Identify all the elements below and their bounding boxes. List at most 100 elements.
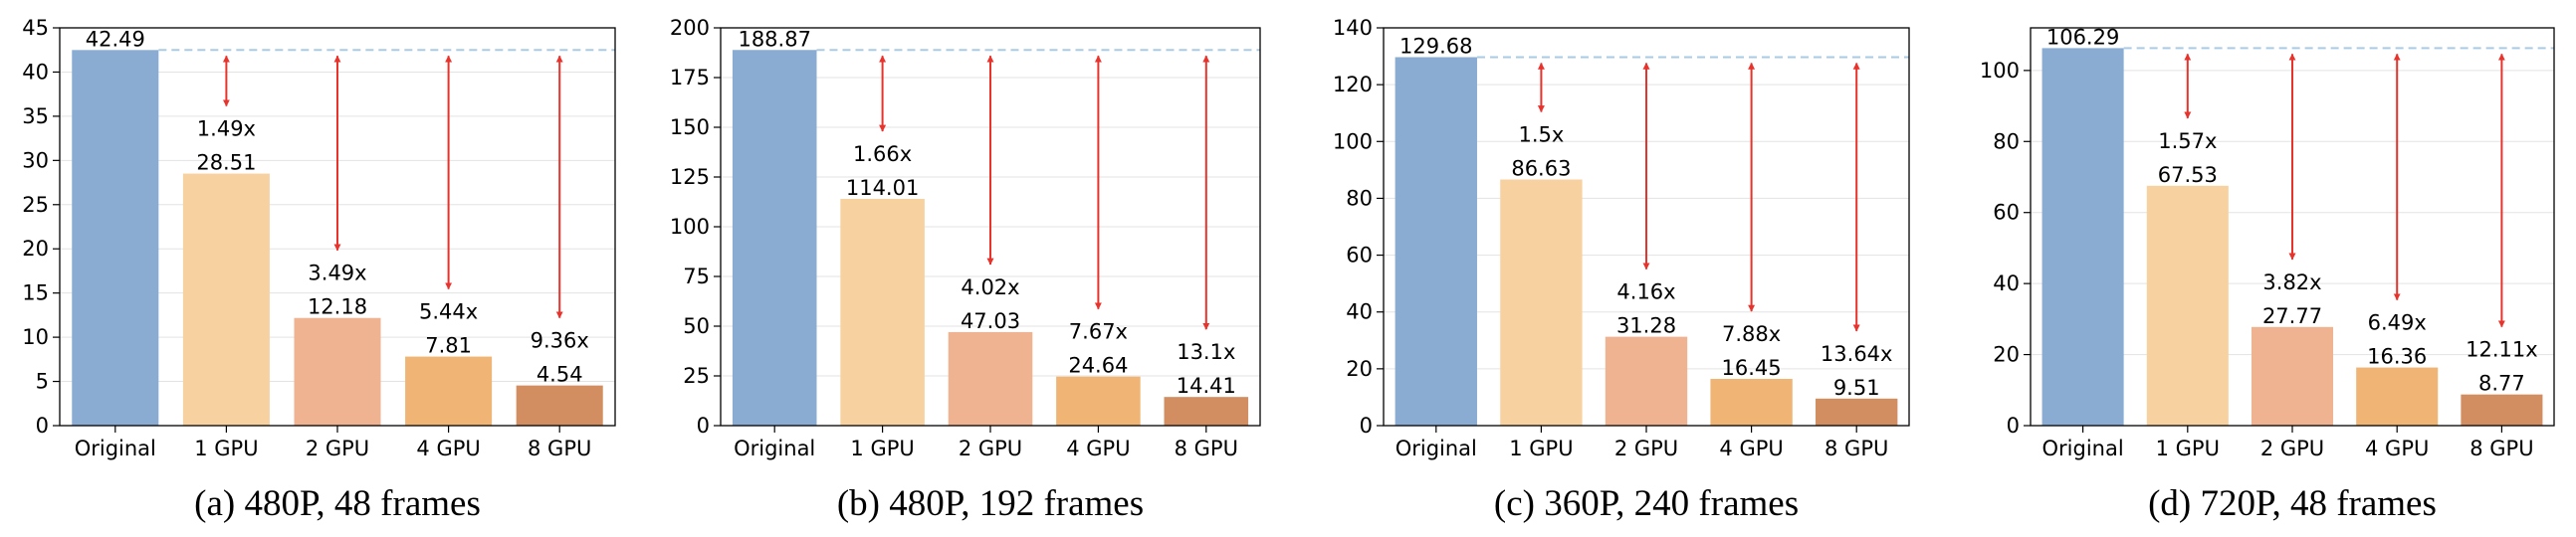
x-tick-label: 2 GPU — [959, 437, 1022, 460]
bar-value-label: 47.03 — [961, 309, 1020, 333]
bar-0 — [732, 50, 817, 426]
y-tick-label: 175 — [670, 66, 710, 90]
y-tick-label: 45 — [22, 16, 49, 40]
y-tick-label: 25 — [683, 364, 710, 388]
plot-frame — [2030, 27, 2555, 427]
x-tick-label: 4 GPU — [2365, 437, 2429, 460]
y-tick-label: 120 — [1333, 73, 1373, 96]
y-tick-label: 75 — [683, 265, 710, 288]
bar-value-label: 9.51 — [1833, 376, 1880, 400]
bar-value-label: 86.63 — [1511, 156, 1571, 180]
bar-value-label: 16.36 — [2367, 345, 2427, 369]
x-tick-label: Original — [1395, 437, 1477, 460]
bar-value-label: 106.29 — [2046, 25, 2119, 49]
speedup-label: 1.57x — [2158, 129, 2217, 153]
x-tick-label: Original — [75, 437, 156, 460]
y-tick-label: 60 — [1346, 244, 1373, 268]
y-tick-label: 60 — [1993, 201, 2020, 225]
plot-frame — [59, 27, 616, 427]
y-tick-label: 0 — [36, 414, 49, 438]
bar-value-label: 16.45 — [1722, 356, 1782, 380]
speedup-label: 12.11x — [2466, 338, 2538, 362]
bar-0 — [72, 50, 159, 427]
y-tick-label: 20 — [1346, 357, 1373, 381]
bar-3 — [1710, 379, 1793, 426]
bar-0 — [2041, 48, 2124, 427]
y-tick-label: 50 — [683, 314, 710, 338]
y-tick-label: 40 — [1346, 300, 1373, 324]
speedup-label: 7.67x — [1069, 320, 1128, 344]
bar-2 — [1605, 336, 1688, 426]
y-tick-label: 15 — [22, 281, 49, 305]
y-tick-label: 80 — [1993, 129, 2020, 153]
x-tick-label: 8 GPU — [1825, 437, 1888, 460]
bar-value-label: 27.77 — [2262, 304, 2322, 328]
y-tick-label: 100 — [1333, 129, 1373, 153]
bar-4 — [2461, 394, 2543, 426]
y-tick-label: 40 — [1993, 271, 2020, 295]
x-tick-label: 4 GPU — [1066, 437, 1130, 460]
chart-caption: (b) 480P, 192 frames — [837, 483, 1144, 524]
y-tick-label: 140 — [1333, 16, 1373, 40]
y-tick-label: 80 — [1346, 186, 1373, 210]
speedup-label: 13.1x — [1177, 340, 1235, 364]
y-tick-label: 200 — [670, 16, 710, 40]
x-tick-label: 4 GPU — [416, 437, 480, 460]
y-tick-label: 35 — [22, 104, 49, 128]
x-tick-label: 2 GPU — [1614, 437, 1678, 460]
bar-value-label: 8.77 — [2478, 372, 2525, 396]
x-tick-label: 2 GPU — [2260, 437, 2324, 460]
speedup-label: 13.64x — [1821, 342, 1893, 366]
y-tick-label: 100 — [1980, 59, 2020, 83]
y-tick-label: 5 — [36, 370, 49, 394]
bar-value-label: 12.18 — [308, 295, 367, 319]
bar-1 — [1500, 179, 1583, 426]
speedup-label: 5.44x — [419, 300, 478, 324]
bar-value-label: 114.01 — [846, 176, 919, 200]
x-tick-label: 1 GPU — [850, 437, 914, 460]
speedup-label: 6.49x — [2368, 311, 2427, 335]
bar-value-label: 4.54 — [537, 363, 583, 387]
bar-1 — [840, 198, 925, 426]
y-tick-label: 25 — [22, 193, 49, 217]
bar-4 — [1816, 398, 1898, 426]
plot-frame — [1383, 27, 1910, 427]
y-tick-label: 30 — [22, 148, 49, 172]
bar-value-label: 188.87 — [738, 27, 810, 51]
bar-value-label: 24.64 — [1068, 354, 1128, 378]
speedup-label: 4.16x — [1616, 280, 1675, 304]
speedup-label: 4.02x — [961, 275, 1019, 299]
bar-1 — [182, 173, 270, 426]
y-tick-label: 0 — [2007, 414, 2020, 438]
chart-caption: (d) 720P, 48 frames — [2148, 483, 2437, 524]
speedup-label: 1.66x — [853, 142, 912, 166]
x-tick-label: 2 GPU — [306, 437, 369, 460]
bar-value-label: 14.41 — [1177, 374, 1236, 398]
y-tick-label: 0 — [697, 414, 710, 438]
bar-3 — [405, 356, 493, 426]
x-tick-label: 1 GPU — [1509, 437, 1573, 460]
bar-0 — [1395, 57, 1477, 426]
y-tick-label: 125 — [670, 165, 710, 189]
x-tick-label: Original — [2042, 437, 2124, 460]
bar-1 — [2146, 185, 2229, 426]
bar-value-label: 31.28 — [1616, 314, 1676, 338]
y-tick-label: 150 — [670, 115, 710, 139]
bar-4 — [516, 385, 603, 426]
y-tick-label: 10 — [22, 325, 49, 349]
x-tick-label: 4 GPU — [1719, 437, 1783, 460]
speedup-label: 1.5x — [1518, 122, 1564, 146]
bar-3 — [2356, 367, 2439, 426]
bar-value-label: 42.49 — [86, 27, 145, 51]
speedup-label: 3.49x — [308, 262, 366, 285]
chart-caption: (c) 360P, 240 frames — [1494, 483, 1799, 524]
x-tick-label: 8 GPU — [528, 437, 591, 460]
speedup-label: 1.49x — [197, 117, 256, 141]
bar-2 — [948, 331, 1033, 426]
speedup-label: 3.82x — [2262, 270, 2321, 294]
speedup-label: 7.88x — [1722, 322, 1781, 346]
bar-3 — [1056, 376, 1141, 426]
x-tick-label: 1 GPU — [194, 437, 258, 460]
bar-value-label: 28.51 — [196, 151, 256, 175]
